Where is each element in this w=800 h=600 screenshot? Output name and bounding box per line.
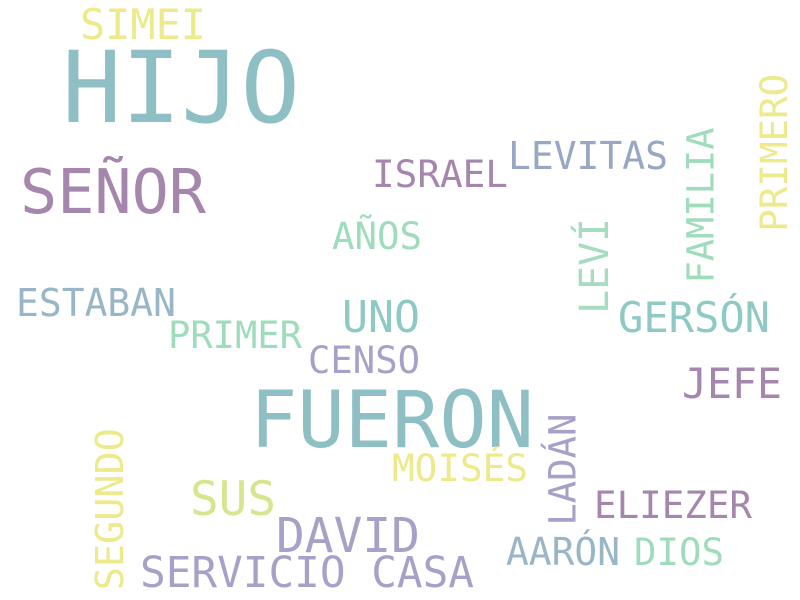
word-dios: DIOS [634,530,724,575]
word-primero: PRIMERO [752,74,797,232]
word-levitas: LEVITAS [507,134,668,179]
word-jefe: JEFE [682,359,782,409]
word-primer: PRIMER [168,314,302,358]
word-senor: SEÑOR [20,156,206,229]
word-gerson: GERSÓN [618,292,770,342]
word-moises: MOISÉS [392,446,528,491]
word-familia: FAMILIA [679,128,723,284]
word-simei: SIMEI [79,0,206,50]
word-anos: AÑOS [332,214,422,259]
word-censo: CENSO [308,338,420,383]
word-aaron: AARÓN [506,530,620,575]
word-eliezer: ELIEZER [594,483,752,528]
word-estaban: ESTABAN [16,281,176,326]
word-sus: SUS [190,472,276,528]
word-servicio-casa: SERVICIO CASA [140,547,474,598]
word-fueron: FUERON [250,373,534,466]
word-segundo: SEGUNDO [87,427,133,590]
word-hijo: HIJO [62,30,300,146]
word-david: DAVID [276,509,420,565]
word-israel: ISRAEL [372,152,508,197]
word-ladan: LADÁN [540,414,585,526]
word-uno: UNO [341,293,420,344]
word-levi: LEVÍ [572,217,619,314]
